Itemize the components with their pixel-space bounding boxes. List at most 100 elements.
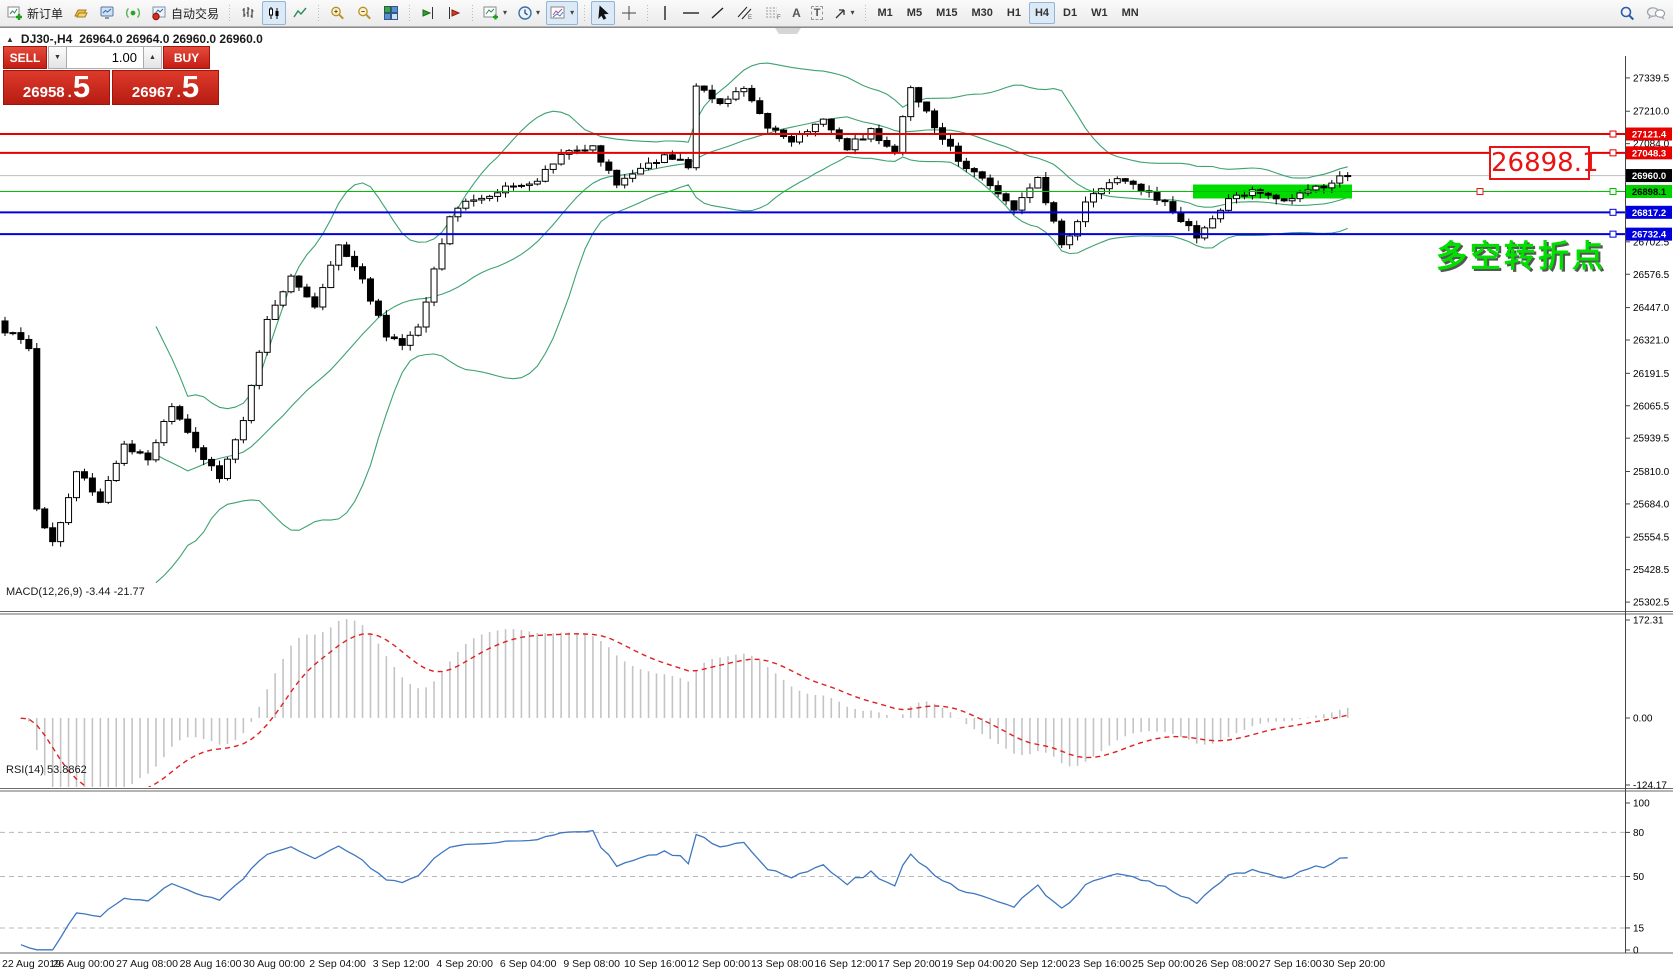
symbol-header: ▲ DJ30-,H4 26964.0 26964.0 26960.0 26960… bbox=[6, 32, 263, 46]
svg-text:-124.17: -124.17 bbox=[1633, 781, 1667, 792]
channel-button[interactable]: E bbox=[732, 1, 758, 25]
chart-shift-icon bbox=[446, 5, 462, 21]
periods-button[interactable]: ▾ bbox=[513, 1, 544, 25]
time-axis-label: 3 Sep 12:00 bbox=[373, 958, 430, 970]
trendline-button[interactable] bbox=[706, 1, 730, 25]
time-axis-label: 17 Sep 20:00 bbox=[878, 958, 941, 970]
price-chart-canvas[interactable]: 27339.5 27210.0 27084.0 26702.5 26576.5 26447… bbox=[0, 28, 1673, 974]
community-button[interactable] bbox=[1642, 1, 1670, 25]
signals-button[interactable] bbox=[121, 1, 145, 25]
time-axis-label: 9 Sep 08:00 bbox=[563, 958, 620, 970]
candlestick-chart-button[interactable] bbox=[262, 1, 287, 25]
zoom-out-icon bbox=[356, 5, 373, 21]
fibonacci-button[interactable]: F bbox=[760, 1, 786, 25]
svg-text:26898.1: 26898.1 bbox=[1632, 187, 1667, 198]
search-button[interactable] bbox=[1614, 1, 1640, 25]
community-icon bbox=[1646, 5, 1666, 21]
auto-trading-button[interactable]: 自动交易 bbox=[147, 1, 223, 25]
templates-button[interactable]: ▾ bbox=[546, 1, 579, 25]
text-icon: A bbox=[792, 6, 801, 20]
volume-input[interactable] bbox=[67, 46, 143, 69]
fibonacci-icon: F bbox=[764, 5, 782, 21]
toolbar-separator bbox=[581, 3, 589, 23]
svg-text:26702.5: 26702.5 bbox=[1633, 237, 1670, 248]
arrows-button[interactable]: ▾ bbox=[829, 1, 858, 25]
svg-text:15: 15 bbox=[1633, 923, 1645, 934]
timeframe-m5[interactable]: M5 bbox=[906, 7, 923, 19]
periods-icon bbox=[517, 5, 533, 21]
timeframe-m1[interactable]: M1 bbox=[877, 7, 893, 19]
zoom-in-button[interactable] bbox=[325, 1, 350, 25]
time-axis-label: 28 Aug 16:00 bbox=[180, 958, 242, 970]
timeframe-m30[interactable]: M30 bbox=[971, 7, 993, 19]
time-axis-label: 30 Sep 20:00 bbox=[1323, 958, 1386, 970]
sell-price-display[interactable]: 26958. 5 bbox=[3, 70, 110, 105]
svg-text:100: 100 bbox=[1633, 799, 1650, 810]
one-click-trade-panel: SELL ▼ ▲ BUY 26958.5 26967.5 bbox=[3, 46, 223, 105]
auto-scroll-button[interactable] bbox=[416, 1, 440, 25]
volume-decrease-button[interactable]: ▼ bbox=[48, 46, 67, 69]
terminal-button[interactable] bbox=[95, 1, 119, 25]
timeframe-mn[interactable]: MN bbox=[1121, 7, 1139, 19]
zoom-out-button[interactable] bbox=[352, 1, 377, 25]
new-order-button[interactable]: 新订单 bbox=[3, 1, 67, 25]
collapse-triangle-icon[interactable]: ▲ bbox=[6, 34, 14, 44]
sell-price-dot: . bbox=[67, 84, 72, 101]
timeframe-group: M1 M5 M15 M30 H1 H4 D1 W1 MN bbox=[871, 2, 1146, 24]
candlestick-chart-icon bbox=[266, 5, 282, 21]
chart-shift-button[interactable] bbox=[442, 1, 466, 25]
svg-text:26191.5: 26191.5 bbox=[1633, 369, 1670, 380]
vertical-line-button[interactable] bbox=[654, 1, 676, 25]
auto-scroll-icon bbox=[420, 5, 436, 21]
symbol-quotes: 26964.0 26964.0 26960.0 26960.0 bbox=[79, 32, 263, 46]
text-button[interactable]: A bbox=[788, 1, 805, 25]
svg-text:27121.4: 27121.4 bbox=[1632, 130, 1667, 141]
text-label-button[interactable]: T bbox=[807, 1, 828, 25]
horizontal-line-button[interactable] bbox=[678, 1, 704, 25]
time-axis-label: 4 Sep 20:00 bbox=[436, 958, 493, 970]
time-axis-label: 12 Sep 00:00 bbox=[687, 958, 750, 970]
buy-price-dot: . bbox=[176, 84, 181, 101]
macd-label: MACD(12,26,9) -3.44 -21.77 bbox=[6, 586, 145, 598]
time-axis-label: 27 Sep 16:00 bbox=[1259, 958, 1322, 970]
text-label-icon: T bbox=[810, 6, 824, 20]
time-axis-label: 25 Sep 00:00 bbox=[1132, 958, 1195, 970]
time-axis-label: 30 Aug 00:00 bbox=[243, 958, 305, 970]
timeframe-w1[interactable]: W1 bbox=[1091, 7, 1108, 19]
indicators-button[interactable]: ▾ bbox=[479, 1, 511, 25]
buy-button[interactable]: BUY bbox=[163, 46, 210, 69]
svg-text:26817.2: 26817.2 bbox=[1632, 208, 1666, 219]
buy-price-display[interactable]: 26967. 5 bbox=[112, 70, 219, 105]
line-chart-button[interactable] bbox=[288, 1, 312, 25]
timeframe-h4[interactable]: H4 bbox=[1028, 2, 1055, 24]
cursor-button[interactable] bbox=[591, 1, 616, 25]
svg-text:27339.5: 27339.5 bbox=[1633, 73, 1670, 84]
channel-icon: E bbox=[736, 5, 754, 21]
tile-windows-button[interactable] bbox=[379, 1, 403, 25]
sell-button[interactable]: SELL bbox=[3, 46, 47, 69]
market-depth-button[interactable] bbox=[69, 1, 93, 25]
toolbar-separator bbox=[406, 3, 414, 23]
volume-increase-button[interactable]: ▲ bbox=[143, 46, 162, 69]
one-click-panel-tab[interactable] bbox=[775, 28, 801, 34]
svg-text:26447.0: 26447.0 bbox=[1633, 303, 1670, 314]
toolbar-separator bbox=[469, 3, 477, 23]
timeframe-m15[interactable]: M15 bbox=[936, 7, 958, 19]
bar-chart-button[interactable] bbox=[236, 1, 260, 25]
chevron-down-icon: ▾ bbox=[536, 8, 541, 17]
timeframe-h1[interactable]: H1 bbox=[1006, 7, 1021, 19]
svg-text:25810.0: 25810.0 bbox=[1633, 467, 1670, 478]
time-axis-label: 2 Sep 04:00 bbox=[309, 958, 366, 970]
chart-window[interactable]: 27339.5 27210.0 27084.0 26702.5 26576.5 26447… bbox=[0, 27, 1673, 970]
price-callout[interactable]: 26898.1 bbox=[1489, 146, 1599, 180]
templates-icon bbox=[550, 5, 567, 21]
toolbar-separator bbox=[315, 3, 323, 23]
cursor-icon bbox=[595, 5, 611, 21]
timeframe-d1[interactable]: D1 bbox=[1063, 7, 1078, 19]
crosshair-button[interactable] bbox=[617, 1, 641, 25]
svg-text:25428.5: 25428.5 bbox=[1633, 565, 1670, 576]
svg-text:25684.0: 25684.0 bbox=[1633, 499, 1670, 510]
horizontal-line-icon bbox=[682, 5, 700, 21]
svg-text:26732.4: 26732.4 bbox=[1632, 230, 1667, 241]
rsi-label: RSI(14) 53.8862 bbox=[6, 764, 87, 776]
